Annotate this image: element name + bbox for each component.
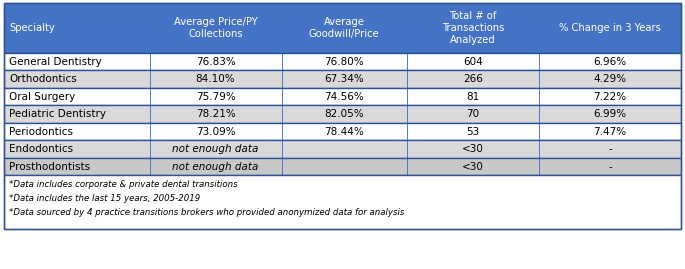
Bar [149, 105, 282, 123]
Bar [149, 3, 282, 53]
Bar [4, 123, 149, 140]
Text: 6.99%: 6.99% [593, 109, 627, 119]
Bar [282, 105, 407, 123]
Bar [4, 158, 681, 175]
Text: 78.44%: 78.44% [324, 127, 364, 137]
Bar [149, 70, 282, 88]
Bar [4, 158, 149, 175]
Text: % Change in 3 Years: % Change in 3 Years [559, 23, 661, 33]
Bar [4, 105, 681, 123]
Text: 73.09%: 73.09% [196, 127, 236, 137]
Text: 6.96%: 6.96% [593, 57, 627, 67]
Bar [4, 3, 681, 229]
Text: 81: 81 [466, 92, 479, 102]
Text: Total # of
Transactions
Analyzed: Total # of Transactions Analyzed [442, 10, 504, 45]
Bar [4, 70, 149, 88]
Text: 84.10%: 84.10% [196, 74, 236, 84]
Bar [407, 123, 539, 140]
Bar [149, 123, 282, 140]
Bar [282, 158, 407, 175]
Bar [4, 105, 149, 123]
Bar [539, 105, 681, 123]
Text: 53: 53 [466, 127, 479, 137]
Bar [4, 53, 149, 70]
Text: 75.79%: 75.79% [196, 92, 236, 102]
Text: Oral Surgery: Oral Surgery [9, 92, 75, 102]
Text: 70: 70 [466, 109, 479, 119]
Text: Pediatric Dentistry: Pediatric Dentistry [9, 109, 106, 119]
Bar [149, 88, 282, 105]
Bar [282, 123, 407, 140]
Text: *Data sourced by 4 practice transitions brokers who provided anonymized data for: *Data sourced by 4 practice transitions … [9, 208, 404, 217]
Bar [4, 70, 681, 88]
Bar [149, 53, 282, 70]
Bar [407, 158, 539, 175]
Text: 4.29%: 4.29% [593, 74, 627, 84]
Text: 7.47%: 7.47% [593, 127, 627, 137]
Text: -: - [608, 162, 612, 172]
Bar [4, 140, 681, 158]
Bar [282, 70, 407, 88]
Text: not enough data: not enough data [173, 162, 259, 172]
Text: General Dentistry: General Dentistry [9, 57, 102, 67]
Bar [4, 88, 149, 105]
Bar [539, 70, 681, 88]
Bar [407, 88, 539, 105]
Bar [4, 175, 681, 229]
Bar [539, 3, 681, 53]
Bar [282, 3, 407, 53]
Bar [4, 3, 149, 53]
Text: 74.56%: 74.56% [324, 92, 364, 102]
Bar [539, 140, 681, 158]
Text: *Data includes corporate & private dental transitions: *Data includes corporate & private denta… [9, 180, 238, 189]
Text: <30: <30 [462, 162, 484, 172]
Bar [282, 140, 407, 158]
Text: Specialty: Specialty [9, 23, 55, 33]
Bar [4, 88, 681, 105]
Bar [539, 88, 681, 105]
Text: 67.34%: 67.34% [324, 74, 364, 84]
Bar [282, 88, 407, 105]
Text: 78.21%: 78.21% [196, 109, 236, 119]
Text: *Data includes the last 15 years, 2005-2019: *Data includes the last 15 years, 2005-2… [9, 194, 200, 203]
Text: 76.80%: 76.80% [325, 57, 364, 67]
Text: Periodontics: Periodontics [9, 127, 73, 137]
Text: 7.22%: 7.22% [593, 92, 627, 102]
Text: Prosthodontists: Prosthodontists [9, 162, 90, 172]
Text: Average
Goodwill/Price: Average Goodwill/Price [309, 17, 379, 39]
Bar [539, 53, 681, 70]
Bar [407, 70, 539, 88]
Text: 82.05%: 82.05% [325, 109, 364, 119]
Text: not enough data: not enough data [173, 144, 259, 154]
Bar [407, 140, 539, 158]
Bar [539, 123, 681, 140]
Bar [149, 140, 282, 158]
Text: Average Price/PY
Collections: Average Price/PY Collections [174, 17, 258, 39]
Bar [539, 158, 681, 175]
Text: -: - [608, 144, 612, 154]
Text: 76.83%: 76.83% [196, 57, 236, 67]
Text: Endodontics: Endodontics [9, 144, 73, 154]
Bar [149, 158, 282, 175]
Bar [282, 53, 407, 70]
Bar [4, 123, 681, 140]
Bar [407, 105, 539, 123]
Bar [407, 3, 539, 53]
Bar [407, 53, 539, 70]
Bar [4, 53, 681, 70]
Text: 604: 604 [463, 57, 483, 67]
Text: <30: <30 [462, 144, 484, 154]
Bar [4, 3, 681, 53]
Text: Orthodontics: Orthodontics [9, 74, 77, 84]
Text: 266: 266 [463, 74, 483, 84]
Bar [4, 140, 149, 158]
